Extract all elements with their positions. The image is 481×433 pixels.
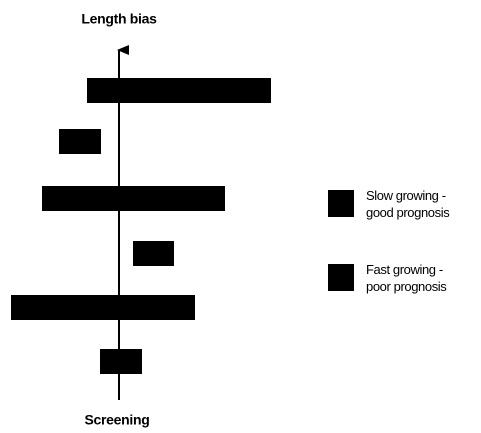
axis-label: Screening — [85, 412, 150, 428]
title: Length bias — [81, 11, 157, 27]
legend-label: Fast growing - poor prognosis — [366, 262, 447, 294]
bar-slow — [87, 78, 271, 103]
bar-fast — [100, 349, 142, 374]
legend-label: Slow growing - good prognosis — [366, 188, 450, 220]
legend-swatch — [328, 190, 354, 217]
bar-slow — [11, 295, 195, 320]
legend-line: Fast growing - — [366, 262, 443, 277]
bar-slow — [42, 186, 225, 211]
legend-swatch — [328, 264, 354, 291]
legend-line: Slow growing - — [366, 188, 446, 203]
legend-line: poor prognosis — [366, 279, 447, 294]
bar-fast — [133, 241, 174, 266]
bar-fast — [59, 129, 101, 154]
legend-line: good prognosis — [366, 205, 450, 220]
